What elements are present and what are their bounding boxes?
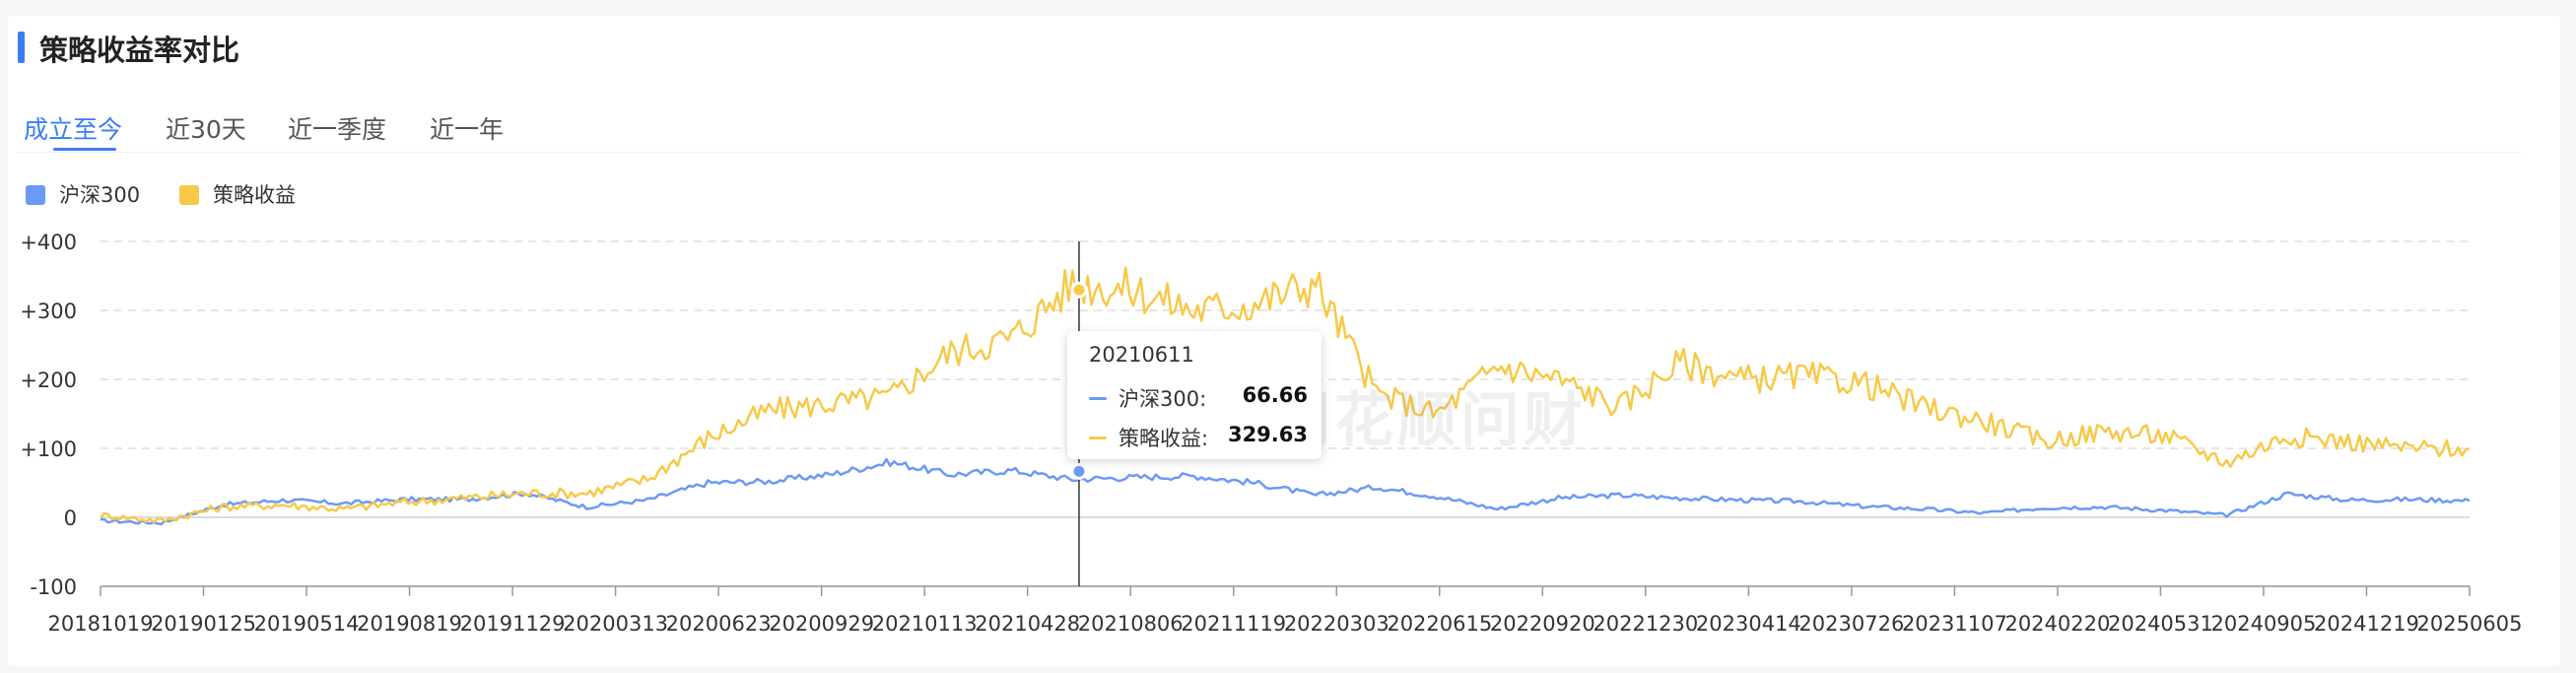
- x-tick-label: 20190819: [357, 612, 462, 636]
- legend-swatch-hs300: [26, 185, 45, 205]
- tooltip-value-strategy: 329.63: [1227, 423, 1308, 446]
- x-tick-label: 20241219: [2314, 612, 2419, 636]
- y-tick-label: +100: [20, 437, 77, 461]
- y-tick-label: -100: [30, 575, 77, 599]
- tooltip-date: 20210611: [1089, 343, 1194, 367]
- highlight-point-strategy: [1070, 281, 1088, 299]
- x-tick-label: 20210806: [1078, 612, 1184, 636]
- x-tick-label: 20230726: [1798, 612, 1904, 636]
- y-tick-label: 0: [64, 506, 77, 530]
- x-tick-label: 20230414: [1696, 612, 1801, 636]
- tooltip-row-hs300: 沪深300: 66.66: [1089, 383, 1308, 413]
- x-tick-label: 20191129: [460, 612, 566, 636]
- x-tick-label: 20200313: [563, 612, 668, 636]
- tab-year[interactable]: 近一年: [430, 115, 505, 144]
- title-accent-bar: [18, 32, 25, 63]
- tooltip-label-strategy: 策略收益:: [1119, 427, 1209, 450]
- x-tick-label: 20200623: [666, 612, 772, 636]
- x-tick-label: 20210428: [975, 612, 1080, 636]
- x-tick-label: 20220615: [1387, 612, 1492, 636]
- y-tick-label: +400: [20, 231, 77, 254]
- tooltip-row-strategy: 策略收益: 329.63: [1089, 423, 1308, 452]
- x-tick-label: 20231107: [1902, 612, 2007, 636]
- tooltip-label-hs300: 沪深300:: [1119, 387, 1207, 411]
- legend-item-strategy[interactable]: 策略收益: [179, 179, 296, 209]
- series-line-hs300: [101, 457, 2471, 526]
- x-tick-label: 20240905: [2211, 612, 2317, 636]
- legend-swatch-strategy: [179, 185, 199, 205]
- y-tick-label: +300: [20, 300, 77, 323]
- legend-label-hs300: 沪深300: [59, 183, 141, 207]
- x-tick-label: 20221230: [1593, 612, 1698, 636]
- tooltip-line-marker-hs300: [1089, 397, 1107, 400]
- x-tick-label: 20250605: [2417, 612, 2523, 636]
- page-title: 策略收益率对比: [39, 34, 240, 67]
- x-tick-label: 20210113: [872, 612, 978, 636]
- tooltip-value-hs300: 66.66: [1242, 383, 1308, 407]
- x-tick-label: 20181019: [48, 612, 154, 636]
- x-tick-label: 20211119: [1181, 612, 1286, 636]
- x-tick-label: 20190514: [254, 612, 360, 636]
- period-tabs: 成立至今 近30天 近一季度 近一年: [18, 106, 2521, 153]
- chart-tooltip: 20210611 沪深300: 66.66 策略收益: 329.63: [1067, 331, 1322, 459]
- active-tab-underline: [53, 148, 116, 151]
- tab-30-days[interactable]: 近30天: [166, 115, 246, 144]
- tooltip-line-marker-strategy: [1089, 437, 1107, 439]
- legend-item-hs300[interactable]: 沪深300: [26, 179, 140, 209]
- x-tick-label: 20240531: [2108, 612, 2213, 636]
- x-tick-label: 20190125: [151, 612, 256, 636]
- x-tick-label: 20240220: [2004, 612, 2110, 636]
- y-tick-label: +200: [20, 369, 77, 392]
- tab-since-inception[interactable]: 成立至今: [24, 115, 123, 144]
- x-tick-label: 20220303: [1284, 612, 1390, 636]
- tab-quarter[interactable]: 近一季度: [288, 115, 387, 144]
- highlight-point-hs300: [1070, 462, 1088, 480]
- watermark: 同花顺问财: [1271, 386, 1587, 455]
- legend-label-strategy: 策略收益: [213, 183, 296, 207]
- series-line-strategy: [100, 266, 2471, 524]
- x-tick-label: 20200929: [769, 612, 874, 636]
- x-tick-label: 20220920: [1490, 612, 1595, 636]
